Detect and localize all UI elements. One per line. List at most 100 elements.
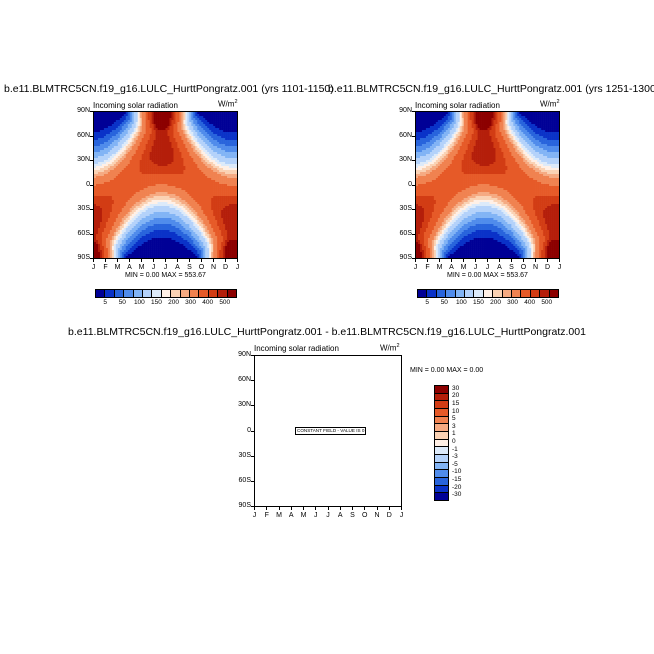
panel1-field-cell bbox=[209, 176, 212, 179]
panel1-field-cell bbox=[143, 132, 146, 135]
panel1-field-cell bbox=[165, 232, 168, 235]
panel1-field-cell bbox=[117, 204, 121, 207]
panel1-field-cell bbox=[129, 138, 133, 141]
panel1-field-cell bbox=[179, 224, 182, 227]
panel1-field-cell bbox=[183, 194, 186, 197]
panel1-field-cell bbox=[227, 184, 230, 187]
panel1-field-cell bbox=[221, 228, 224, 231]
panel1-field-cell bbox=[99, 182, 103, 185]
panel1-field-cell bbox=[191, 150, 194, 153]
panel1-field-cell bbox=[94, 198, 97, 201]
panel1-field-cell bbox=[119, 196, 123, 199]
panel1-field-cell bbox=[147, 218, 150, 221]
panel1-field-cell bbox=[195, 178, 198, 181]
panel1-field-cell bbox=[149, 158, 152, 161]
panel1-field-cell bbox=[94, 166, 97, 169]
panel1-field-cell bbox=[185, 142, 188, 145]
panel1-field-cell bbox=[215, 144, 218, 147]
panel1-field-cell bbox=[149, 188, 152, 191]
panel1-field-cell bbox=[231, 164, 234, 167]
panel1-field-cell bbox=[143, 154, 146, 157]
panel1-field-cell bbox=[141, 174, 144, 177]
panel1-field-cell bbox=[103, 172, 107, 175]
panel1-field-cell bbox=[183, 178, 186, 181]
panel1-field-cell bbox=[185, 150, 188, 153]
panel1-field-cell bbox=[139, 138, 142, 141]
panel1-field-cell bbox=[159, 170, 162, 173]
panel1-field-cell bbox=[219, 112, 222, 115]
panel1-field-cell bbox=[111, 130, 115, 133]
panel1-field-cell bbox=[233, 148, 236, 151]
panel1-field-cell bbox=[157, 180, 160, 183]
panel1-field-cell bbox=[119, 218, 123, 221]
panel1-field-cell bbox=[165, 124, 168, 127]
panel1-field-cell bbox=[225, 192, 228, 195]
panel1-field-cell bbox=[117, 236, 121, 239]
panel1-field-cell bbox=[215, 146, 218, 149]
panel1-field-cell bbox=[137, 190, 140, 193]
panel1-field-cell bbox=[229, 162, 232, 165]
panel1-field-cell bbox=[155, 176, 158, 179]
panel1-field-cell bbox=[227, 152, 230, 155]
panel1-field-cell bbox=[205, 150, 208, 153]
panel1-field-cell bbox=[133, 140, 137, 143]
panel1-field-cell bbox=[105, 128, 109, 131]
panel1-field-cell bbox=[215, 206, 218, 209]
panel1-field-cell bbox=[97, 116, 101, 119]
panel1-field-cell bbox=[163, 144, 166, 147]
panel1-field-cell bbox=[113, 152, 117, 155]
panel1-field-cell bbox=[183, 226, 186, 229]
panel1-field-cell bbox=[195, 206, 198, 209]
panel1-field-cell bbox=[129, 146, 133, 149]
panel1-field-cell bbox=[105, 202, 109, 205]
panel1-field-cell bbox=[205, 136, 208, 139]
panel1-field-cell bbox=[137, 176, 140, 179]
panel1-field-cell bbox=[219, 224, 222, 227]
panel1-field-cell bbox=[143, 218, 146, 221]
panel1-field-cell bbox=[187, 112, 190, 115]
panel1-field-cell bbox=[121, 160, 125, 163]
panel1-field-cell bbox=[217, 188, 220, 191]
panel1-field-cell bbox=[103, 156, 107, 159]
panel1-field-cell bbox=[221, 210, 224, 213]
panel1-field-cell bbox=[189, 154, 192, 157]
panel1-field-cell bbox=[225, 156, 228, 159]
panel1-field-cell bbox=[111, 122, 115, 125]
panel1-field-cell bbox=[229, 144, 232, 147]
panel1-field-cell bbox=[109, 216, 113, 219]
panel1-field-cell bbox=[111, 178, 115, 181]
panel1-field-cell bbox=[161, 196, 164, 199]
panel1-field-cell bbox=[215, 238, 218, 241]
panel1-field-cell bbox=[129, 122, 133, 125]
panel1-field-cell bbox=[183, 240, 186, 243]
panel1-field-cell bbox=[159, 152, 162, 155]
panel1-field-cell bbox=[177, 208, 180, 211]
panel1-field-cell bbox=[137, 238, 140, 241]
panel1-field-cell bbox=[195, 188, 198, 191]
panel1-field-cell bbox=[115, 172, 119, 175]
panel1-field-cell bbox=[227, 154, 230, 157]
panel1-field-cell bbox=[109, 230, 113, 233]
panel1-field-cell bbox=[215, 120, 218, 123]
panel1-field-cell bbox=[231, 180, 234, 183]
panel1-field-cell bbox=[107, 180, 111, 183]
panel1-field-cell bbox=[169, 232, 172, 235]
panel1-field-cell bbox=[121, 204, 125, 207]
panel1-field-cell bbox=[131, 212, 135, 215]
panel1-field-cell bbox=[145, 222, 148, 225]
panel1-field-cell bbox=[155, 124, 158, 127]
panel1-field-cell bbox=[107, 198, 111, 201]
panel1-field-cell bbox=[141, 234, 144, 237]
panel1-field-cell bbox=[193, 180, 196, 183]
panel1-field-cell bbox=[195, 134, 198, 137]
panel1-field-cell bbox=[125, 194, 129, 197]
panel1-field-cell bbox=[179, 126, 182, 129]
panel1-field-cell bbox=[233, 190, 236, 193]
panel1-field-cell bbox=[171, 188, 174, 191]
panel1-field-cell bbox=[167, 238, 170, 241]
panel1-field-cell bbox=[203, 228, 206, 231]
panel1-field-cell bbox=[209, 222, 212, 225]
panel1-field-cell bbox=[159, 216, 162, 219]
panel1-field-cell bbox=[105, 164, 109, 167]
panel1-field-cell bbox=[193, 134, 196, 137]
